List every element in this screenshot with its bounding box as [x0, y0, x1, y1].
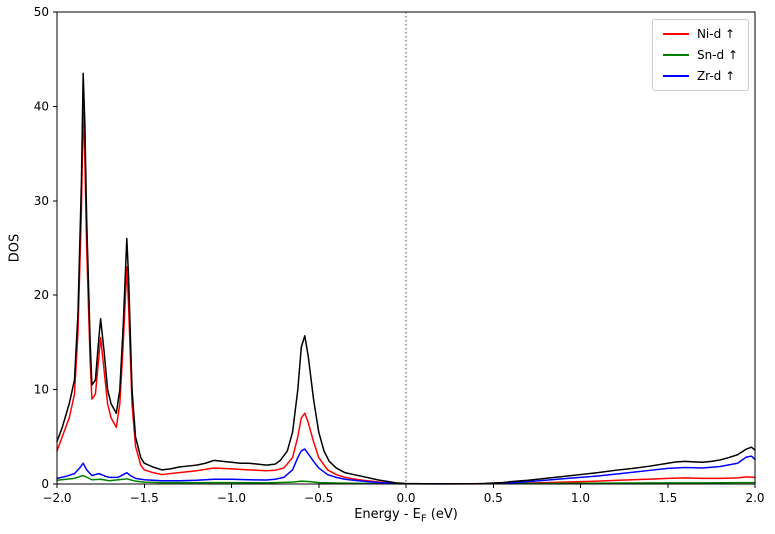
- y-tick-label: 20: [34, 288, 49, 302]
- x-axis-label-suffix: (eV): [426, 507, 458, 522]
- x-tick-label: 1.5: [658, 491, 677, 505]
- x-axis-label: Energy - EF (eV): [354, 507, 458, 525]
- x-tick-label: −0.5: [304, 491, 333, 505]
- legend-label: Zr-d ↑: [696, 69, 736, 83]
- x-tick-label: 2.0: [745, 491, 764, 505]
- x-tick-label: −2.0: [42, 491, 71, 505]
- y-tick-label: 0: [41, 477, 49, 491]
- series-ni-d-up-line: [56, 105, 756, 485]
- x-tick-label: 0.5: [484, 491, 503, 505]
- y-tick-label: 50: [34, 5, 49, 19]
- x-axis-label-subscript: F: [420, 513, 427, 525]
- x-axis-label-prefix: Energy - E: [354, 507, 421, 522]
- series-zr-d-up-line: [56, 448, 756, 485]
- legend-entry-sn-d-up: Sn-d ↑: [662, 48, 738, 62]
- legend-swatch-ni-d-up: [662, 33, 689, 35]
- x-tick-label: −1.0: [217, 491, 246, 505]
- legend-label: Sn-d ↑: [696, 48, 738, 62]
- legend-entry-zr-d-up: Zr-d ↑: [662, 69, 738, 83]
- x-tick-label: 0.0: [396, 491, 415, 505]
- y-axis-label: DOS: [7, 233, 23, 263]
- legend-entry-ni-d-up: Ni-d ↑: [662, 27, 738, 41]
- series-total-line: [56, 72, 756, 485]
- y-tick-label: 40: [34, 99, 49, 113]
- x-tick-label: 1.0: [571, 491, 590, 505]
- x-tick-label: −1.5: [130, 491, 159, 505]
- y-tick-label: 10: [34, 383, 49, 397]
- legend-label: Ni-d ↑: [696, 27, 736, 41]
- legend-swatch-sn-d-up: [662, 54, 689, 56]
- legend-swatch-zr-d-up: [662, 75, 689, 77]
- legend: Ni-d ↑ Sn-d ↑ Zr-d ↑: [651, 19, 749, 91]
- y-tick-label: 30: [34, 194, 49, 208]
- series-sn-d-up-line: [56, 474, 756, 485]
